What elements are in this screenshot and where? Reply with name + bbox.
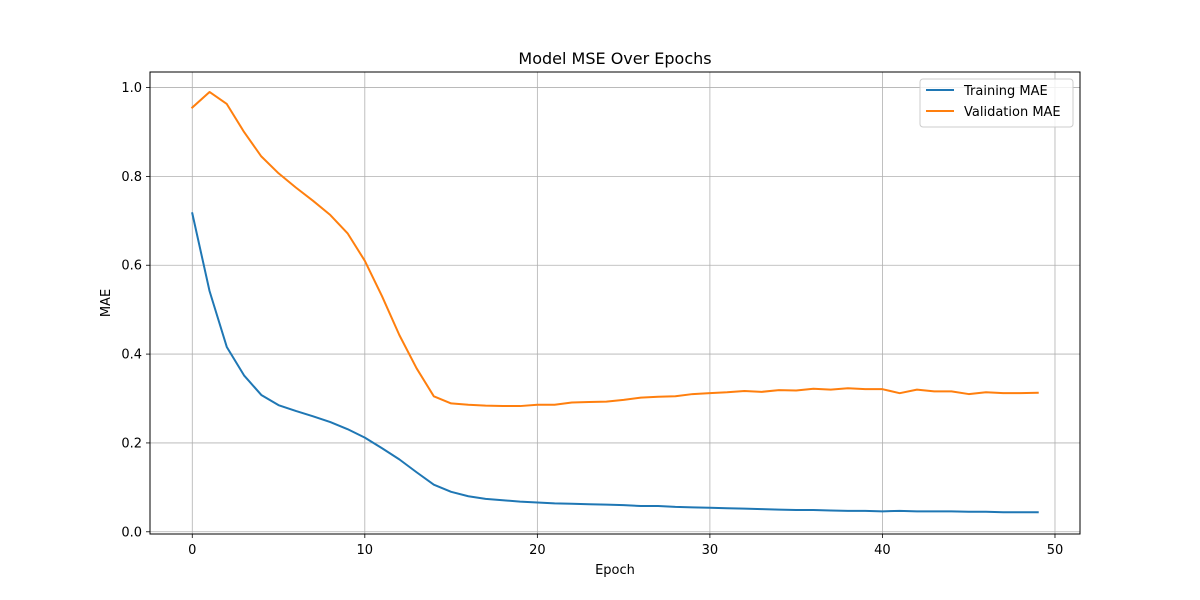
series-line-training [191, 212, 1039, 514]
grid-lines [150, 72, 1080, 534]
legend-box [919, 78, 1074, 128]
legend-label-training: Training MAE [963, 84, 1048, 99]
y-tick-label: 0.8 [121, 170, 142, 185]
x-tick-label: 40 [874, 543, 891, 558]
y-tick-label: 0.6 [121, 259, 142, 274]
x-tick-label: 10 [357, 543, 374, 558]
y-tick-label: 1.0 [121, 81, 142, 96]
axis-ticks: 0 10 20 30 40 50 0.0 0.2 0.4 0.6 0.8 1.0 [121, 81, 1063, 558]
legend-label-validation: Validation MAE [964, 105, 1061, 120]
series-line-validation [190, 90, 1039, 408]
y-tick-label: 0.0 [121, 525, 142, 540]
legend: Training MAE Validation MAE [919, 78, 1074, 128]
y-axis-title: MAE [99, 289, 114, 317]
x-tick-label: 20 [529, 543, 546, 558]
y-tick-label: 0.2 [121, 436, 142, 451]
x-tick-label: 0 [188, 543, 196, 558]
x-tick-label: 30 [702, 543, 719, 558]
y-tick-label: 0.4 [121, 348, 142, 363]
x-tick-label: 50 [1047, 543, 1064, 558]
plot-frame [149, 71, 1081, 535]
x-axis-title: Epoch [595, 563, 635, 578]
chart-title: Model MSE Over Epochs [518, 49, 711, 68]
series-layer [190, 90, 1039, 514]
